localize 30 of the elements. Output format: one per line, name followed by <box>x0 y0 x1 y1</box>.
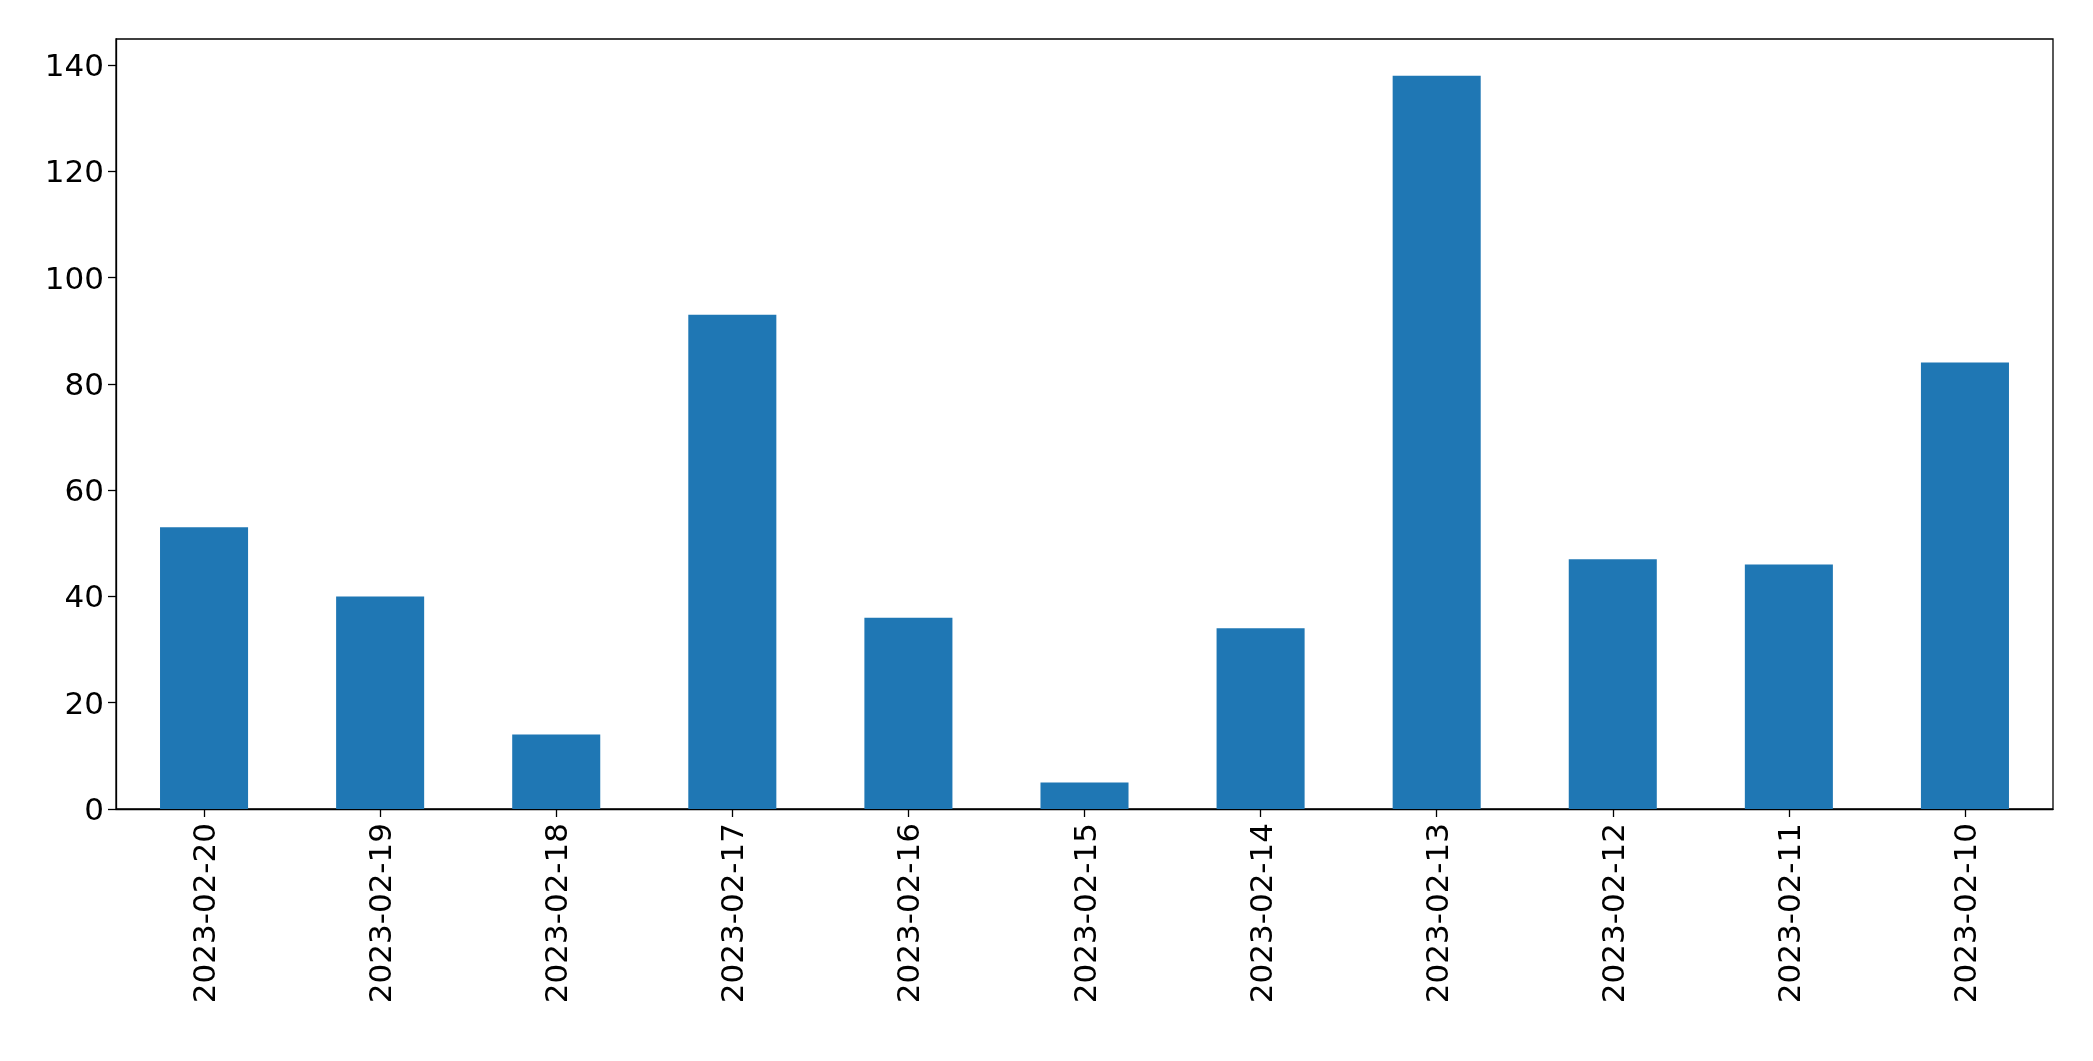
bar <box>864 617 953 809</box>
y-tick-label: 140 <box>44 47 104 84</box>
x-tick-label: 2023-02-18 <box>538 823 575 1004</box>
y-tick-label: 80 <box>64 365 104 402</box>
bar <box>1392 75 1481 809</box>
bar <box>160 527 249 809</box>
x-tick-label: 2023-02-11 <box>1770 823 1807 1004</box>
x-tick-label: 2023-02-14 <box>1242 823 1279 1004</box>
bar <box>336 596 425 809</box>
x-tick-label: 2023-02-19 <box>362 823 399 1004</box>
y-tick-label: 40 <box>64 578 104 615</box>
x-tick-label: 2023-02-12 <box>1594 823 1631 1004</box>
x-tick-label: 2023-02-10 <box>1946 823 1983 1004</box>
y-tick-label: 20 <box>64 684 104 721</box>
bar <box>1920 362 2009 809</box>
y-tick-label: 100 <box>44 259 104 296</box>
x-tick-label: 2023-02-13 <box>1418 823 1455 1004</box>
y-tick-label: 120 <box>44 153 104 190</box>
y-tick-label: 60 <box>64 472 104 509</box>
bar <box>1744 564 1833 809</box>
y-tick-label: 0 <box>84 791 104 827</box>
bar <box>1040 782 1129 809</box>
bar <box>688 314 777 809</box>
bar <box>512 734 601 809</box>
x-tick-label: 2023-02-17 <box>714 823 751 1004</box>
x-tick-label: 2023-02-15 <box>1066 823 1103 1004</box>
bar <box>1216 628 1305 809</box>
x-tick-label: 2023-02-16 <box>890 823 927 1004</box>
x-tick-label: 2023-02-20 <box>186 823 223 1004</box>
bar <box>1568 559 1657 809</box>
